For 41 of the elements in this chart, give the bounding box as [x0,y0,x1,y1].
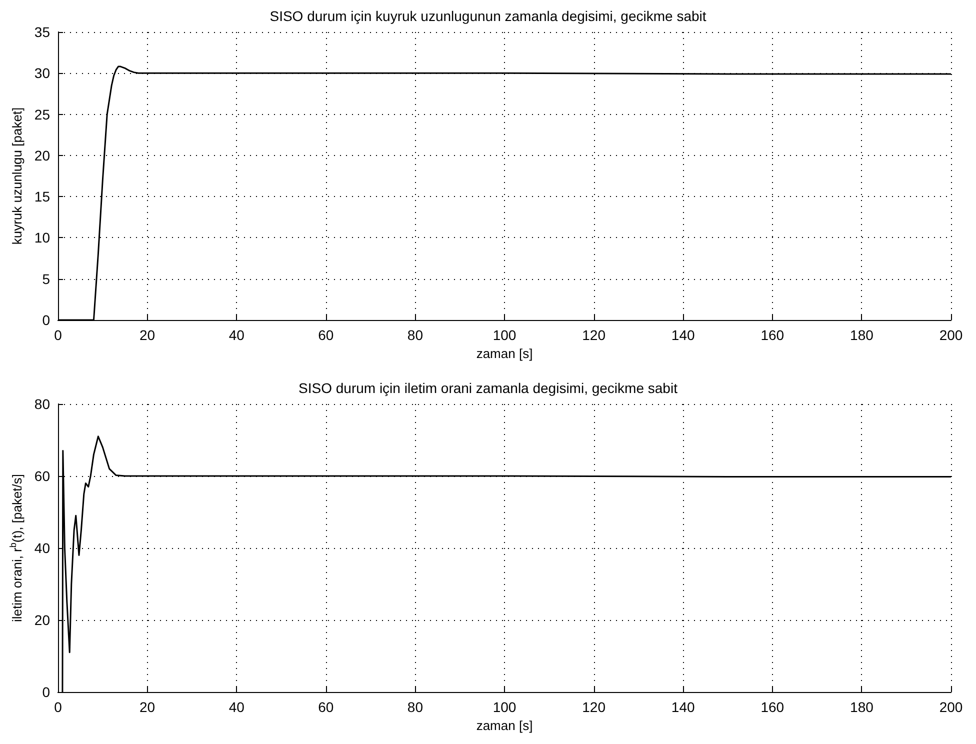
y-tick-label: 15 [34,188,50,205]
x-tick-label: 120 [582,327,606,343]
x-tick-label: 180 [850,327,874,343]
x-tick-label: 80 [407,327,424,343]
y-tick-label: 0 [42,312,50,328]
x-tick-label: 100 [492,699,516,715]
x-tick-label: 140 [671,327,695,343]
x-tick-label: 20 [140,699,156,715]
x-tick-label: 160 [760,327,784,343]
y-axis-title: kuyruk uzunlugu [paket] [10,107,25,245]
x-tick-label: 0 [54,699,62,715]
x-axis-title: zaman [s] [476,718,533,733]
x-tick-label: 80 [407,699,424,715]
y-tick-label: 35 [34,24,50,40]
y-tick-label: 10 [34,230,50,246]
x-tick-label: 60 [318,699,334,715]
y-tick-label: 20 [34,612,50,628]
y-tick-label: 30 [34,65,50,82]
y-tick-label: 80 [34,396,50,412]
x-tick-label: 100 [492,327,516,343]
x-tick-label: 160 [760,699,784,715]
x-tick-label: 0 [54,327,62,343]
y-tick-label: 20 [34,147,50,164]
x-tick-label: 180 [850,699,874,715]
chart-title: SISO durum için iletim orani zamanla degisimi, gecikme sabit [298,380,678,396]
x-tick-label: 40 [228,699,245,715]
x-tick-label: 40 [228,327,245,343]
x-tick-label: 60 [318,327,334,343]
x-axis-title: zaman [s] [476,346,533,361]
y-tick-label: 25 [34,106,50,122]
x-tick-label: 140 [671,699,695,715]
y-tick-label: 40 [34,540,50,556]
y-tick-label: 5 [42,270,50,287]
x-tick-label: 200 [939,327,963,343]
y-tick-label: 60 [34,468,50,484]
y-axis-title: iletim orani, rb(t), [paket/s] [8,474,25,622]
chart-title: SISO durum için kuyruk uzunlugunun zamanla degisimi, gecikme sabit [270,8,706,24]
x-tick-label: 20 [140,327,156,343]
y-tick-label: 0 [42,684,50,700]
x-tick-label: 200 [939,699,963,715]
x-tick-label: 120 [582,699,606,715]
